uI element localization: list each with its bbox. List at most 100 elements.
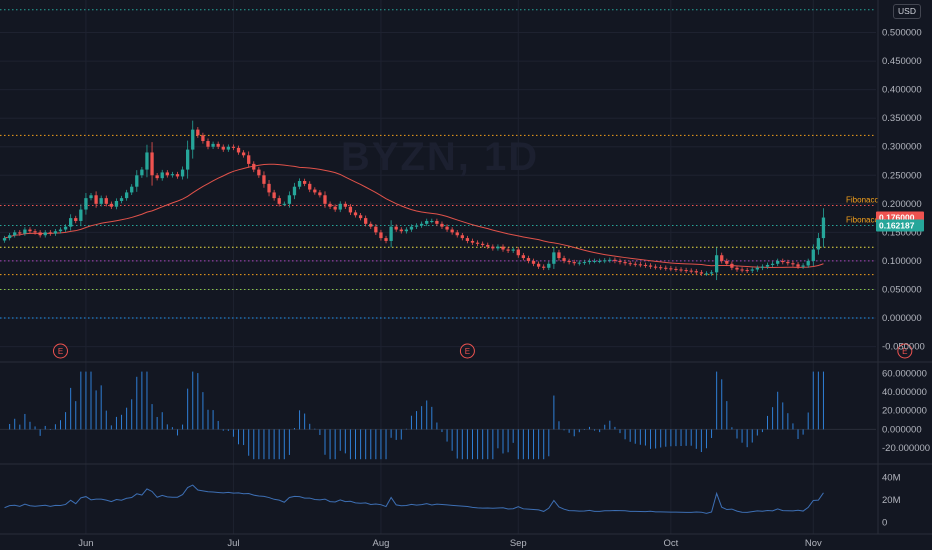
candle-body: [216, 143, 220, 147]
candle-body: [811, 249, 815, 261]
price-tag-label: 0.176000: [879, 213, 915, 223]
candle-body: [399, 229, 403, 232]
time-tick-label: Sep: [510, 538, 527, 549]
candle-body: [160, 172, 164, 179]
candle-body: [374, 226, 378, 233]
price-tick-label: 0.150000: [882, 227, 922, 238]
candle-body: [226, 146, 230, 150]
candle-body: [526, 258, 531, 261]
candle-body: [404, 229, 409, 232]
candle-body: [135, 175, 139, 187]
earnings-marker-label: E: [58, 347, 63, 356]
candle-body: [725, 260, 729, 264]
earnings-marker: [897, 343, 913, 359]
candle-body: [430, 220, 434, 222]
candle-body: [2, 238, 7, 241]
candle-body: [465, 238, 470, 241]
candle-body: [48, 232, 52, 234]
candle-body: [445, 226, 449, 230]
candle-body: [53, 231, 58, 234]
candle-body: [659, 267, 663, 269]
candle-body: [180, 169, 185, 177]
candle-body: [124, 192, 129, 199]
candle-body: [577, 262, 581, 264]
candle-body: [140, 169, 144, 176]
candle-body: [369, 223, 373, 227]
candle-body: [277, 198, 281, 204]
candle-body: [816, 238, 821, 250]
candle-body: [84, 198, 88, 210]
candle-body: [613, 259, 617, 261]
candle-body: [567, 260, 571, 263]
earnings-marker: [459, 343, 475, 359]
candle-body: [796, 264, 800, 267]
price-tick-label: 0.400000: [882, 85, 922, 96]
candle-body: [643, 264, 648, 266]
price-tick-label: 0.250000: [882, 170, 922, 181]
oscillator-tick-label: 40.000000: [882, 387, 927, 398]
oscillator-tick-label: 0.000000: [882, 424, 922, 435]
price-tick-label: 0.450000: [882, 56, 922, 67]
candle-body: [328, 203, 332, 207]
candle-body: [170, 174, 175, 176]
candle-body: [79, 209, 83, 221]
candle-body: [781, 260, 785, 263]
candle-body: [69, 218, 73, 227]
candle-body: [684, 270, 688, 272]
price-tick-label: 0.300000: [882, 142, 922, 153]
candle-body: [669, 268, 673, 270]
candle-body: [206, 141, 210, 147]
price-tick-label: 0.050000: [882, 284, 922, 295]
candle-body: [455, 232, 459, 236]
candlestick-series: [2, 120, 826, 281]
time-axis[interactable]: JunJulAugSepOctNovDec2021: [78, 538, 932, 549]
currency-badge[interactable]: USD: [893, 4, 921, 19]
candle-body: [94, 195, 98, 204]
candle-body: [419, 223, 424, 226]
candle-body: [587, 260, 592, 263]
candle-body: [282, 203, 286, 205]
candle-body: [33, 231, 37, 233]
candle-body: [745, 270, 749, 272]
volume-line: [4, 484, 824, 514]
price-tick-label: -0.050000: [882, 342, 925, 353]
time-tick-label: Jun: [78, 538, 93, 549]
candle-body: [241, 152, 246, 156]
candle-body: [313, 189, 317, 193]
candle-body: [450, 229, 454, 233]
pane-separators: [0, 0, 932, 535]
candle-body: [475, 242, 480, 244]
fibonacci-levels: Fibonacc Fibonacc: [0, 9, 878, 319]
candle-body: [358, 215, 363, 219]
fib-label: Fibonacc: [846, 196, 878, 205]
candle-body: [414, 225, 419, 227]
fib-label: Fibonacc: [846, 216, 878, 225]
candle-body: [267, 183, 271, 193]
price-axis[interactable]: 0.500000 0.450000 0.400000 0.350000 0.300000…: [882, 28, 930, 529]
candle-body: [130, 186, 134, 193]
candle-body: [638, 264, 642, 266]
candle-body: [770, 263, 775, 265]
candle-body: [699, 272, 704, 274]
candle-body: [501, 246, 505, 250]
candle-body: [236, 147, 241, 153]
candle-body: [679, 269, 683, 271]
candle-body: [262, 175, 266, 184]
candle-body: [28, 229, 32, 232]
candle-body: [379, 232, 383, 239]
oscillator-tick-label: -20.000000: [882, 443, 930, 454]
candle-body: [165, 172, 169, 176]
candle-body: [709, 272, 714, 274]
candle-body: [440, 223, 444, 227]
candle-body: [694, 271, 698, 273]
candle-body: [201, 135, 205, 142]
candle-body: [292, 186, 297, 196]
candle-body: [516, 249, 520, 256]
candle-body: [389, 226, 393, 241]
price-tag-label: 0.162187: [879, 221, 915, 231]
candle-body: [740, 269, 744, 271]
candle-body: [674, 268, 678, 270]
candle-body: [506, 249, 510, 251]
